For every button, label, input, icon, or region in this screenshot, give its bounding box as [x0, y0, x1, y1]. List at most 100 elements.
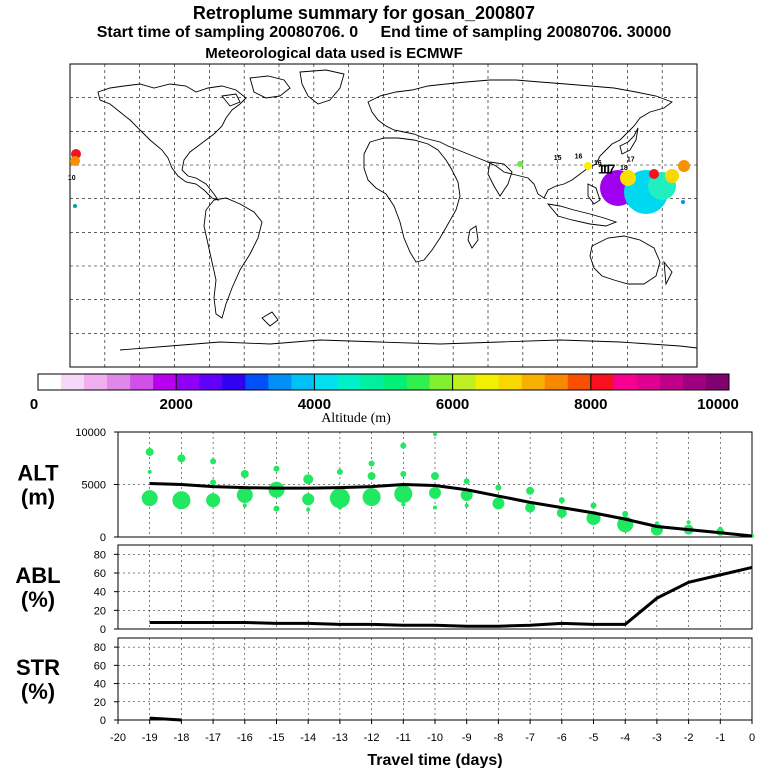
y-tick-label: 10000 — [75, 427, 106, 439]
scatter-point — [367, 472, 376, 481]
colorbar-swatch — [360, 374, 384, 390]
colorbar-swatch — [705, 374, 730, 390]
colorbar: 0 2000 4000 6000 8000 10000 — [30, 373, 739, 413]
y-axis-label: ABL — [15, 563, 60, 588]
scatter-point — [556, 507, 567, 518]
scatter-point — [433, 432, 437, 437]
x-tick-label: -7 — [525, 732, 535, 744]
scatter-point — [394, 484, 413, 503]
scatter-point — [302, 493, 315, 506]
colorbar-swatch — [590, 374, 615, 390]
scatter-point — [495, 484, 502, 491]
scatter-point — [525, 502, 536, 513]
map-label: 11 — [598, 161, 612, 176]
panel-abl: 0 20 40 60 80 ABL(%) — [15, 544, 753, 636]
colorbar-swatch — [498, 374, 523, 390]
colorbar-swatch — [682, 374, 707, 390]
scatter-point — [362, 488, 381, 507]
y-tick-label: 60 — [94, 568, 106, 580]
scatter-point — [463, 478, 470, 485]
scatter-point — [400, 442, 407, 449]
x-tick-label: -10 — [427, 732, 443, 744]
x-tick-label: -13 — [332, 732, 348, 744]
colorbar-swatch — [567, 374, 592, 390]
scatter-point — [400, 471, 407, 477]
colorbar-swatch — [176, 374, 200, 390]
colorbar-swatch — [475, 374, 500, 390]
colorbar-swatch — [659, 374, 684, 390]
x-tick-label: -3 — [652, 732, 662, 744]
x-tick-label: -2 — [684, 732, 694, 744]
scatter-point — [464, 503, 469, 508]
colorbar-tick-label: 0 — [30, 396, 38, 413]
y-tick-label: 80 — [94, 549, 106, 561]
scatter-point — [368, 460, 375, 467]
series-line — [149, 565, 753, 628]
plume-blob-orange — [678, 160, 690, 172]
time-series-panels: 0500010000ALT(m)020406080ABL(%)020406080… — [15, 427, 755, 768]
x-tick-label: -19 — [142, 732, 158, 744]
scatter-point — [172, 491, 191, 510]
y-tick-label: 20 — [94, 605, 106, 617]
x-tick-label: -8 — [494, 732, 504, 744]
y-tick-label: 0 — [100, 624, 106, 636]
scatter-point — [206, 493, 221, 508]
colorbar-swatch — [544, 374, 569, 390]
colorbar-swatch — [291, 374, 315, 390]
chart-subtitle: Start time of sampling 20080706. 0 End t… — [0, 24, 768, 42]
plume-blob-red — [649, 169, 659, 179]
colorbar-tick-label: 4000 — [298, 396, 331, 413]
y-tick-label: 20 — [94, 697, 106, 709]
y-tick-label: 5000 — [82, 480, 106, 492]
colorbar-swatch — [452, 374, 477, 390]
colorbar-swatch — [521, 374, 546, 390]
x-tick-label: -15 — [269, 732, 285, 744]
colorbar-swatch — [153, 374, 177, 390]
x-tick-label: -9 — [462, 732, 472, 744]
scatter-point — [337, 505, 342, 510]
plume-blob-dateline-orange — [70, 156, 80, 166]
colorbar-swatch — [38, 374, 62, 390]
map-label: 17 — [601, 161, 615, 176]
colorbar-tick-label: 10000 — [697, 396, 739, 413]
x-tick-label: -17 — [205, 732, 221, 744]
end-time-text: End time of sampling 20080706. 30000 — [380, 24, 672, 41]
y-tick-label: 0 — [100, 715, 106, 727]
map-label: 10 — [68, 175, 76, 182]
plume-markers — [70, 149, 690, 214]
colorbar-swatch — [613, 374, 638, 390]
x-axis-label: Travel time (days) — [367, 752, 502, 768]
colorbar-tick-label: 2000 — [160, 396, 193, 413]
plume-blob-small — [584, 162, 592, 170]
scatter-point — [236, 487, 253, 503]
colorbar-swatch — [429, 374, 454, 390]
scatter-point — [433, 505, 437, 510]
y-axis-unit: (m) — [21, 485, 55, 510]
scatter-point — [147, 469, 152, 474]
y-tick-label: 0 — [100, 532, 106, 544]
map-label: 18 — [620, 165, 628, 172]
scatter-point — [686, 520, 691, 525]
x-tick-label: -16 — [237, 732, 253, 744]
scatter-point — [273, 505, 280, 512]
colorbar-swatch — [268, 374, 292, 390]
scatter-point — [431, 472, 439, 481]
colorbar-swatch — [337, 374, 361, 390]
x-tick-label: -12 — [364, 732, 380, 744]
colorbar-swatch — [222, 374, 246, 390]
scatter-point — [141, 490, 158, 507]
colorbar-swatch — [130, 374, 154, 390]
scatter-point — [526, 486, 535, 495]
colorbar-swatch — [245, 374, 269, 390]
x-tick-label: -14 — [300, 732, 316, 744]
y-tick-label: 40 — [94, 679, 106, 691]
y-tick-label: 60 — [94, 660, 106, 672]
panel-alt: 0 5000 10000 ALT(m) — [17, 427, 754, 544]
colorbar-swatch — [61, 374, 85, 390]
scatter-point — [303, 474, 314, 485]
scatter-point — [306, 507, 311, 512]
y-axis-label: STR — [16, 655, 60, 680]
colorbar-swatch — [314, 374, 338, 390]
